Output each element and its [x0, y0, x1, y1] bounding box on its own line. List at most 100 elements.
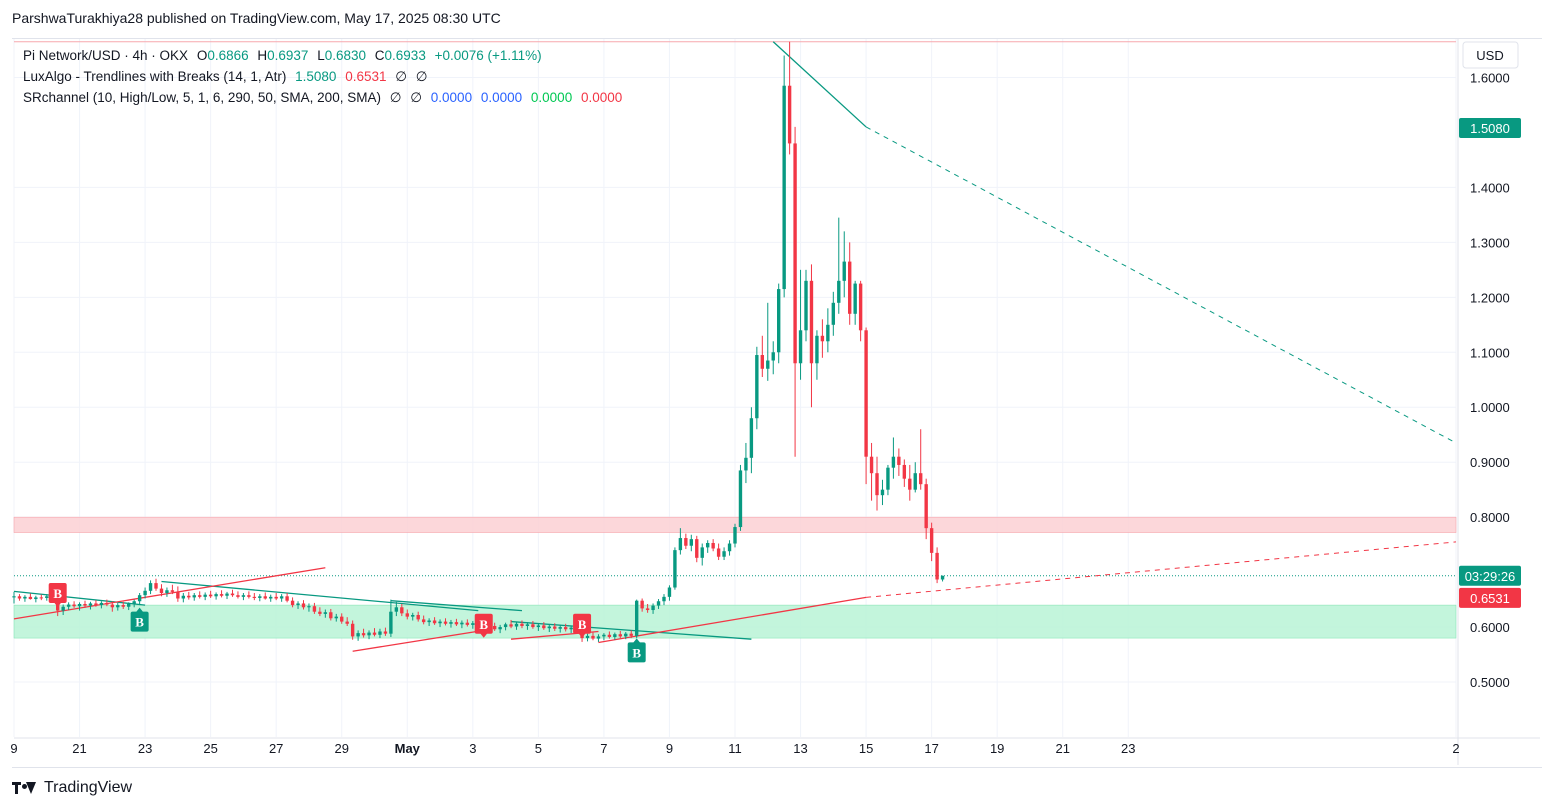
candle [17, 594, 22, 601]
candle [94, 600, 98, 607]
srchannel-v1: ∅ [389, 90, 402, 105]
candle [804, 269, 808, 342]
candle-body [34, 597, 38, 600]
candle [842, 231, 846, 298]
candle [121, 601, 125, 609]
y-tick-label: 1.0000 [1470, 400, 1510, 415]
candle [460, 620, 464, 629]
currency-box [1462, 41, 1519, 69]
candle-body [837, 280, 841, 303]
candle [695, 535, 699, 563]
candle [361, 628, 366, 638]
y-tick-label: 0.9000 [1470, 455, 1510, 470]
candle-body [645, 608, 650, 611]
candle-body [831, 302, 836, 325]
legend-ohlc-row: Pi Network/USD · 4h · OKX O0.6866 H0.693… [23, 45, 627, 66]
y-tick-label: 1.4000 [1470, 180, 1510, 195]
candle [411, 612, 415, 621]
candle-body [187, 595, 191, 598]
candle [225, 591, 229, 600]
candle [454, 618, 459, 626]
candle [673, 547, 677, 590]
candle-body [454, 622, 459, 625]
candle-body [334, 616, 338, 619]
candle [787, 41, 792, 155]
candle-body [809, 280, 814, 364]
candle [34, 595, 38, 603]
candle [705, 540, 710, 553]
candle [400, 603, 404, 617]
candle-body [350, 623, 355, 637]
candle [471, 621, 475, 629]
candle [700, 543, 704, 566]
candle [913, 462, 917, 493]
candle-body [66, 604, 71, 607]
candle-body [492, 625, 497, 630]
candle-body [498, 627, 502, 630]
break-label-box [130, 611, 149, 632]
publish-line: ParshwaTurakhiya28 published on TradingV… [12, 10, 501, 26]
candle [613, 632, 617, 640]
candle-body [329, 612, 333, 619]
candle [110, 601, 115, 612]
candle [662, 594, 666, 606]
candle [61, 604, 65, 615]
candle-body [285, 596, 289, 601]
candle-body [777, 289, 781, 353]
candle-body [569, 627, 573, 630]
candle-body [432, 620, 437, 624]
candle-body [558, 627, 562, 629]
candle-body [531, 624, 535, 628]
candle [192, 593, 196, 601]
support-zone [13, 604, 1457, 639]
candle-body [372, 632, 377, 635]
break-label-down: B [573, 613, 592, 638]
candle-body [771, 352, 775, 361]
candle [329, 608, 333, 621]
candle-body [356, 633, 360, 637]
break-label-pointer [578, 632, 587, 638]
break-label-text: B [578, 617, 587, 632]
candle [820, 319, 825, 358]
candle [241, 593, 246, 601]
candle-body [263, 596, 267, 599]
candle [536, 623, 541, 631]
candle [279, 594, 284, 602]
legend-c-label: C [374, 48, 385, 63]
candle [318, 607, 322, 617]
candle-body [94, 603, 98, 606]
candle [503, 622, 508, 631]
candle-body [656, 601, 661, 606]
candle [542, 622, 546, 630]
candle [520, 620, 524, 629]
candle-body [400, 607, 404, 614]
legend-h-label: H [257, 48, 268, 63]
candle-body [848, 261, 852, 314]
tradingview-footer[interactable]: TradingView [12, 779, 132, 797]
legend-srchannel-row[interactable]: SRchannel (10, High/Low, 5, 1, 6, 290, 5… [23, 87, 627, 108]
candle-body [766, 360, 770, 369]
candle [880, 479, 885, 506]
candle [378, 628, 382, 639]
candle [416, 611, 420, 622]
candle-body [842, 261, 846, 281]
candle [350, 620, 355, 640]
candle-body [673, 550, 677, 588]
srchannel-v6: 0.0000 [580, 90, 623, 105]
legend-luxalgo-row[interactable]: LuxAlgo - Trendlines with Breaks (14, 1,… [23, 66, 627, 87]
candle-body [389, 611, 393, 634]
x-tick-label: 19 [990, 741, 1004, 756]
candle [656, 599, 661, 609]
candle [389, 599, 393, 637]
candle-body [192, 595, 196, 598]
candle [296, 601, 300, 609]
x-tick-label: 17 [924, 741, 938, 756]
candle-body [733, 527, 737, 544]
srchannel-v3: 0.0000 [430, 90, 473, 105]
candle [28, 593, 33, 600]
candle-body [547, 626, 551, 629]
candle-body [39, 597, 44, 599]
candle [727, 540, 732, 556]
break-label-down: B [48, 583, 67, 608]
